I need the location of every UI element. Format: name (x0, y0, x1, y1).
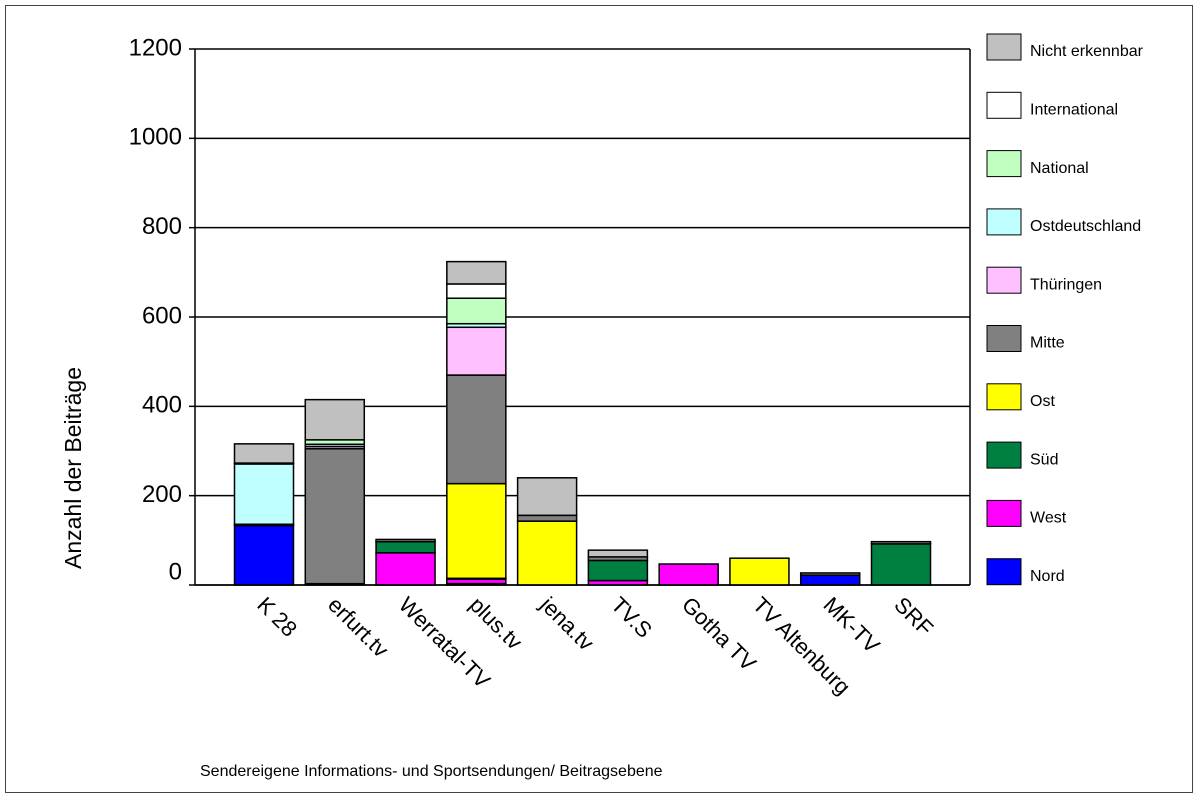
legend-swatch (986, 208, 1022, 236)
bar-segment (799, 574, 861, 586)
bar-segment (375, 552, 436, 586)
legend-label: Thüringen (1030, 276, 1102, 293)
bar-segment (304, 398, 366, 441)
bar-segment (446, 326, 507, 376)
legend-label: Süd (1030, 451, 1058, 468)
legend-label: Ostdeutschland (1030, 218, 1141, 235)
bar-segment (516, 514, 578, 522)
legend-label: West (1030, 510, 1067, 527)
legend-label: National (1030, 160, 1089, 177)
legend-swatch (986, 558, 1022, 586)
legend-swatch (986, 383, 1022, 411)
y-tick-label: 800 (142, 213, 182, 240)
legend-label: Nord (1030, 568, 1065, 585)
y-tick-label: 200 (142, 481, 182, 508)
y-tick-label: 600 (142, 302, 182, 329)
bar-segment (870, 540, 932, 545)
legend-swatch (986, 91, 1022, 119)
y-tick-label: 0 (169, 558, 182, 585)
bar-segment (729, 557, 790, 586)
bar-segment (446, 260, 507, 285)
bar-segment (587, 559, 649, 582)
bar-segment (233, 524, 295, 586)
bar-segment (375, 540, 436, 554)
bar-segment (304, 448, 366, 585)
bar-segment (375, 538, 436, 543)
legend-label: International (1030, 102, 1118, 119)
y-tick-label: 1000 (129, 124, 182, 151)
bar-segment (446, 283, 507, 299)
legend-swatch (986, 150, 1022, 178)
legend-swatch (986, 266, 1022, 294)
legend-swatch (986, 499, 1022, 527)
bar-segment (587, 549, 649, 558)
legend-label: Ost (1030, 393, 1055, 410)
bar-segment (446, 482, 507, 580)
bar-segment (446, 374, 507, 485)
bar-segment (870, 543, 932, 586)
legend-label: Mitte (1030, 335, 1065, 352)
legend-label: Nicht erkennbar (1030, 43, 1144, 60)
bar-segment (233, 443, 295, 464)
bar-segment (516, 477, 578, 517)
caption: Sendereigene Informations- und Sportsend… (200, 763, 663, 780)
bar-segment (446, 297, 507, 325)
y-axis-label: Anzahl der Beiträge (60, 367, 86, 569)
legend-swatch (986, 441, 1022, 469)
y-tick-label: 1200 (129, 34, 182, 61)
bar-segment (233, 463, 295, 526)
bar-segment (658, 563, 719, 586)
legend-swatch (986, 33, 1022, 61)
bar-segment (516, 520, 578, 586)
y-tick-label: 400 (142, 392, 182, 419)
bar-segment (799, 572, 861, 576)
legend-swatch (986, 325, 1022, 352)
